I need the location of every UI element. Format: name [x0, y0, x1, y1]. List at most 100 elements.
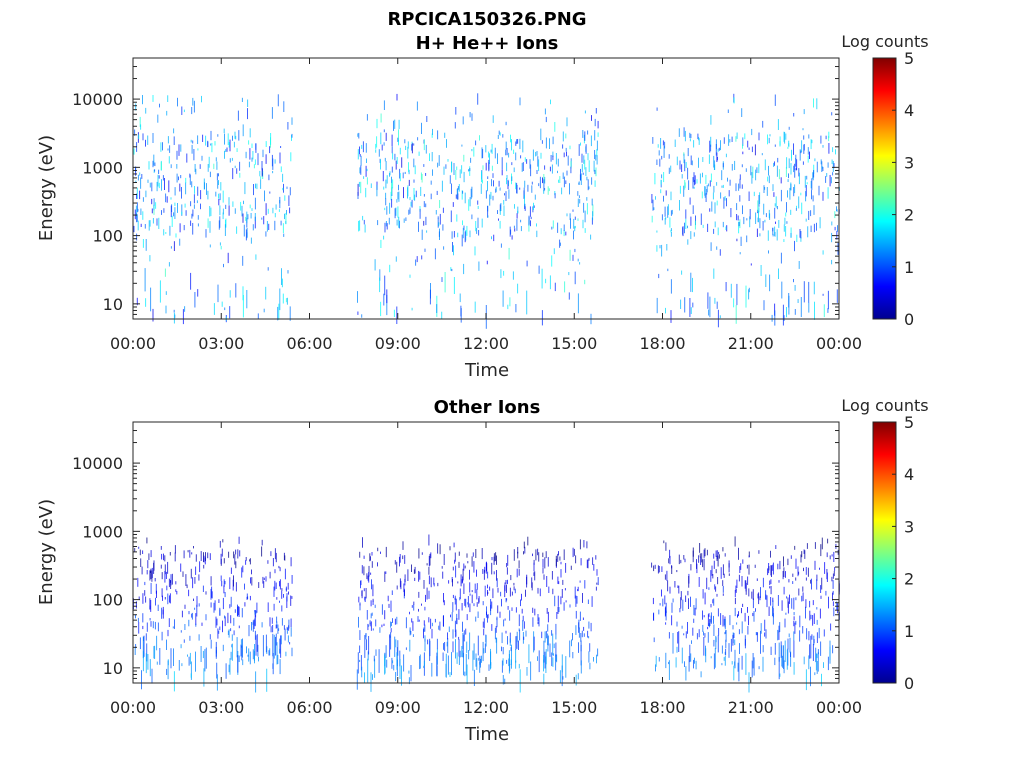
spectrogram-cell	[685, 631, 687, 639]
spectrogram-cell	[414, 577, 416, 581]
spectrogram-cell	[465, 230, 467, 241]
spectrogram-cell	[396, 585, 398, 590]
spectrogram-cell	[740, 236, 742, 246]
spectrogram-cell	[371, 612, 373, 616]
spectrogram-cell	[807, 155, 809, 163]
spectrogram-cell	[373, 655, 375, 662]
spectrogram-cell	[687, 239, 689, 245]
spectrogram-cell	[670, 210, 672, 216]
spectrogram-cell	[822, 250, 824, 255]
spectrogram-cell	[421, 603, 422, 606]
spectrogram-cell	[414, 165, 416, 175]
spectrogram-cell	[516, 219, 518, 231]
spectrogram-cell	[412, 621, 414, 631]
spectrogram-cell	[751, 146, 753, 153]
spectrogram-cell	[811, 190, 812, 200]
spectrogram-cell	[505, 580, 507, 584]
spectrogram-cell	[430, 180, 432, 185]
spectrogram-cell	[707, 183, 709, 187]
spectrogram-cell	[265, 154, 267, 164]
spectrogram-cell	[441, 566, 443, 569]
spectrogram-cell	[587, 153, 589, 161]
spectrogram-cell	[168, 578, 170, 588]
spectrogram-cell	[231, 634, 233, 641]
spectrogram-cell	[451, 268, 453, 272]
spectrogram-cell	[190, 673, 192, 678]
spectrogram-cell	[579, 539, 581, 550]
spectrogram-cell	[703, 631, 704, 636]
spectrogram-cell	[240, 644, 242, 657]
spectrogram-cell	[805, 185, 807, 197]
spectrogram-cell	[161, 607, 163, 619]
spectrogram-cell	[262, 576, 264, 584]
spectrogram-cell	[457, 193, 459, 200]
spectrogram-cell	[821, 537, 823, 550]
spectrogram-cell	[566, 170, 568, 176]
spectrogram-cell	[818, 185, 820, 196]
spectrogram-cell	[835, 149, 836, 155]
spectrogram-cell	[786, 221, 788, 224]
spectrogram-cell	[173, 128, 175, 134]
spectrogram-cell	[652, 137, 654, 144]
spectrogram-cell	[768, 165, 769, 176]
spectrogram-cell	[717, 157, 718, 161]
spectrogram-cell	[503, 205, 505, 216]
spectrogram-cell	[739, 643, 740, 654]
spectrogram-cell	[574, 248, 576, 253]
spectrogram-cell	[545, 278, 547, 284]
spectrogram-cell	[584, 110, 586, 114]
spectrogram-cell	[241, 205, 243, 217]
spectrogram-cell	[713, 624, 715, 636]
spectrogram-cell	[684, 222, 685, 234]
spectrogram-cell	[722, 580, 724, 586]
spectrogram-cell	[201, 95, 202, 103]
spectrogram-cell	[423, 201, 425, 208]
spectrogram-cell	[247, 99, 249, 107]
spectrogram-cell	[399, 220, 400, 229]
spectrogram-cell	[475, 653, 477, 667]
spectrogram-cell	[778, 657, 780, 680]
spectrogram-cell	[670, 279, 672, 294]
spectrogram-cell	[426, 587, 428, 600]
spectrogram-cell	[182, 309, 184, 325]
spectrogram-cell	[423, 164, 425, 167]
spectrogram-cell	[452, 579, 453, 587]
spectrogram-cell	[710, 604, 712, 608]
spectrogram-cell	[590, 622, 592, 632]
spectrogram-cell	[501, 660, 503, 673]
spectrogram-cell	[188, 619, 190, 627]
spectrogram-cell	[580, 173, 582, 185]
spectrogram-cell	[368, 636, 370, 655]
spectrogram-cell	[664, 595, 666, 605]
spectrogram-cell	[186, 153, 188, 163]
spectrogram-cell	[204, 649, 206, 672]
spectrogram-cell	[275, 633, 277, 646]
spectrogram-cell	[190, 272, 192, 290]
spectrogram-cell	[540, 128, 542, 141]
spectrogram-cell	[210, 576, 212, 586]
spectrogram-cell	[420, 186, 422, 196]
spectrogram-cell	[700, 556, 702, 565]
spectrogram-cell	[466, 225, 468, 236]
spectrogram-cell	[593, 564, 595, 571]
spectrogram-cell	[561, 589, 563, 598]
spectrogram-cell	[695, 598, 697, 610]
spectrogram-cell	[359, 602, 361, 611]
spectrogram-cell	[720, 567, 722, 579]
spectrogram-cell	[432, 128, 433, 135]
spectrogram-cell	[804, 175, 806, 188]
spectrogram-cell	[381, 624, 383, 628]
spectrogram-cell	[455, 639, 456, 659]
spectrogram-cell	[392, 618, 393, 623]
spectrogram-cell	[463, 583, 465, 594]
spectrogram-cell	[728, 643, 730, 658]
spectrogram-cell	[239, 161, 241, 171]
spectrogram-cell	[423, 220, 425, 226]
spectrogram-cell	[527, 184, 529, 192]
spectrogram-cell	[194, 292, 196, 308]
spectrogram-cell	[825, 590, 827, 596]
spectrogram-cell	[365, 143, 367, 153]
spectrogram-cell	[592, 557, 594, 565]
spectrogram-cell	[749, 209, 751, 220]
